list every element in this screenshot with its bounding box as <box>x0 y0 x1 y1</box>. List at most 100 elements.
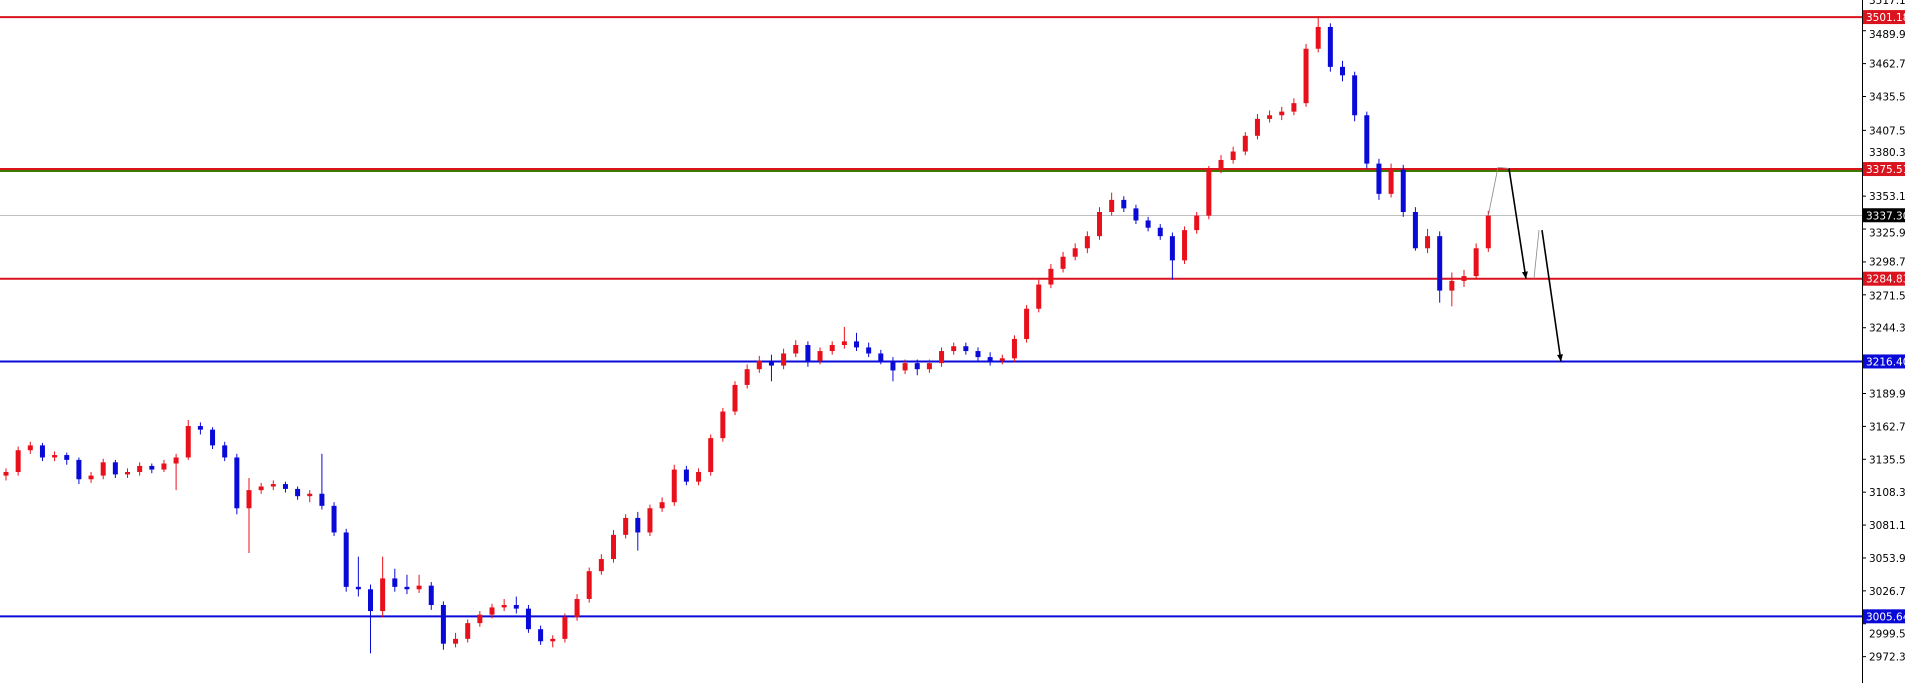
candle <box>987 352 993 366</box>
candle <box>1437 231 1443 303</box>
price-tag-3501.18-bg <box>1863 10 1905 25</box>
price-tag-3216.40: 3216.40 <box>1866 356 1905 368</box>
candle <box>1376 158 1382 200</box>
candle-body <box>1340 66 1345 76</box>
candle <box>246 478 252 554</box>
candle-body <box>1485 215 1491 249</box>
projection-segment <box>1497 166 1510 169</box>
axis-tick-label: 3271.50 <box>1869 291 1905 303</box>
horizontal-lines <box>0 16 1862 618</box>
candle-body <box>39 445 45 458</box>
candle-body <box>1097 211 1102 237</box>
candle-body <box>234 457 240 509</box>
candle-body <box>866 347 872 354</box>
axis-tick-label: 3462.70 <box>1869 59 1905 71</box>
axis-tick-label: 2999.50 <box>1869 628 1905 640</box>
candle-body <box>878 353 884 361</box>
projection-segment <box>1487 167 1499 216</box>
candle-body <box>1352 75 1358 116</box>
candle <box>1485 210 1491 252</box>
candle <box>683 465 689 486</box>
axis-tick-label: 3053.90 <box>1869 553 1905 565</box>
candle-body <box>756 360 762 370</box>
candle <box>793 340 799 358</box>
candle-body <box>149 465 155 470</box>
candle <box>222 441 228 462</box>
candle-body <box>368 589 373 612</box>
candle <box>270 480 276 491</box>
candle <box>1327 23 1333 72</box>
candle-body <box>987 357 993 361</box>
projection-segment <box>1533 230 1540 279</box>
candle-body <box>1036 284 1042 309</box>
candle-body <box>1461 276 1467 281</box>
candle <box>866 342 872 358</box>
candle <box>1169 232 1175 280</box>
axis-tick-label: 3353.10 <box>1869 191 1905 203</box>
candle <box>234 453 240 515</box>
candle <box>392 568 398 592</box>
candle <box>963 342 969 355</box>
candle-body <box>1303 48 1309 104</box>
candle <box>999 354 1005 365</box>
candle-body <box>538 629 544 642</box>
candle <box>52 451 58 462</box>
current-price-tag: 3337.30 <box>1866 210 1905 222</box>
candle-body <box>951 346 957 352</box>
candle-body <box>1194 215 1200 231</box>
projection-arrow <box>1541 230 1562 362</box>
candle <box>1145 216 1151 232</box>
candle <box>1400 164 1406 217</box>
candle-body <box>647 508 653 533</box>
candle-body <box>1072 248 1078 257</box>
candle <box>1097 207 1102 240</box>
candle <box>210 427 216 450</box>
candle <box>1267 110 1273 123</box>
candle <box>939 347 945 367</box>
candle-body <box>768 360 774 366</box>
candle <box>1425 228 1431 254</box>
candle <box>550 635 556 648</box>
candle-body <box>805 345 811 361</box>
candle <box>1364 111 1370 169</box>
candle-body <box>513 605 519 609</box>
candle-body <box>841 341 847 346</box>
price-axis[interactable]: 3517.10 3489.90 3462.70 3435.50 3407.50 3380.… <box>1862 0 1905 664</box>
candle-body <box>477 614 483 624</box>
candle <box>744 364 750 389</box>
axis-tick-label: 3162.70 <box>1869 421 1905 433</box>
candle <box>513 596 519 614</box>
axis-tick-label: 3244.30 <box>1869 323 1905 335</box>
candle <box>538 625 544 645</box>
candle-body <box>586 571 592 599</box>
candle <box>185 419 191 460</box>
axis-tick-label: 3489.90 <box>1869 29 1905 41</box>
candle-body <box>696 471 702 482</box>
candle-body <box>744 369 750 385</box>
candle <box>1218 155 1224 174</box>
candle <box>1036 279 1042 313</box>
candle <box>586 567 592 603</box>
candle <box>781 348 787 370</box>
candle <box>975 347 981 361</box>
candle <box>708 434 714 476</box>
candle <box>647 504 653 537</box>
candle <box>1133 204 1139 225</box>
candle <box>574 594 580 621</box>
candle-body <box>1267 115 1273 119</box>
candle <box>1315 16 1321 53</box>
axis-tick-label: 3517.10 <box>1869 0 1905 7</box>
candle-body <box>611 534 616 560</box>
candle <box>1352 71 1358 122</box>
candle-body <box>525 608 531 630</box>
candle-body <box>295 488 301 497</box>
arrowhead-icon <box>1521 271 1528 279</box>
candle <box>258 482 264 494</box>
candle <box>841 326 847 349</box>
candle-body <box>197 426 203 430</box>
current-price-tag-bg <box>1863 208 1905 223</box>
price-tag-3284.83-bg <box>1863 271 1905 286</box>
candle <box>404 574 410 595</box>
candle-body <box>1437 236 1443 291</box>
